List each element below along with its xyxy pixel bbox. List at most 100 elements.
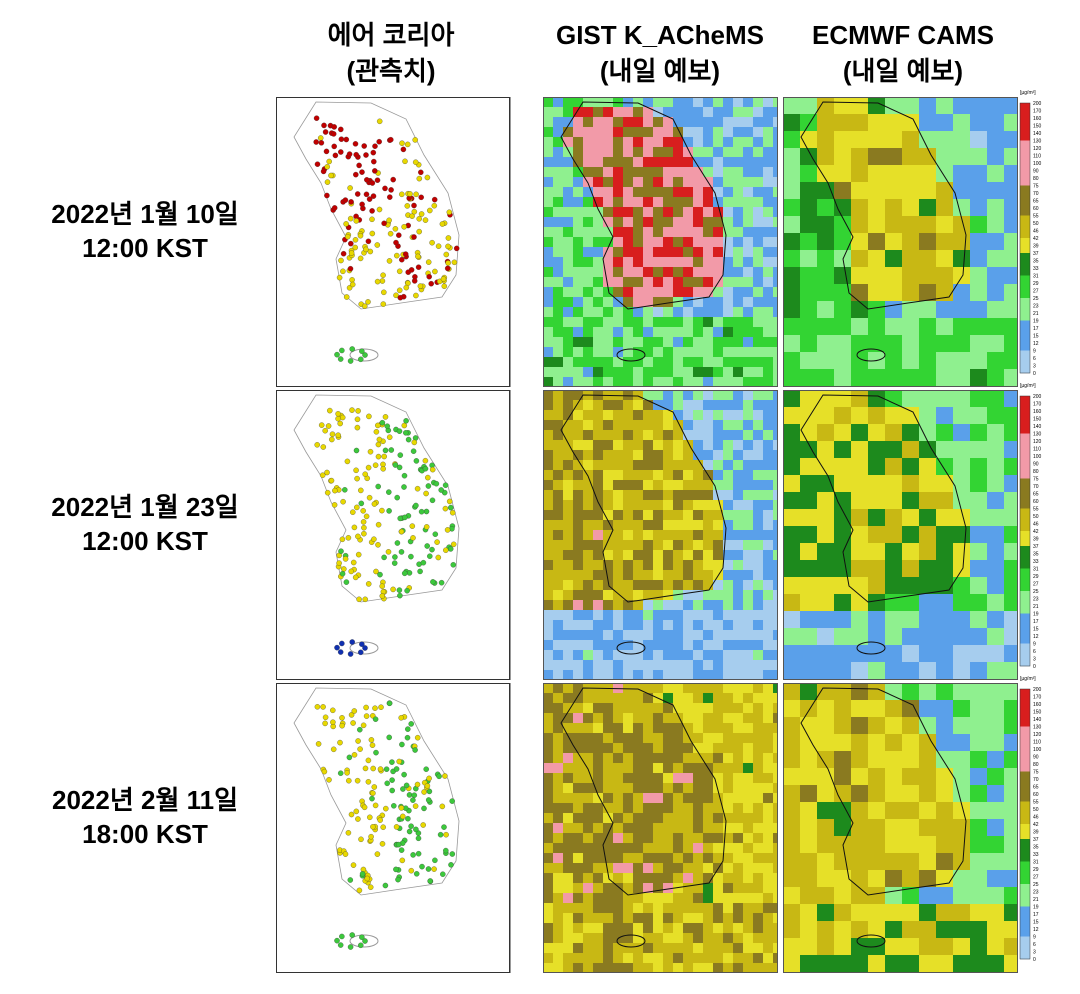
- grid-cell: [723, 953, 734, 964]
- panels: [276, 97, 1018, 973]
- grid-cell: [543, 127, 554, 138]
- grid-cell: [753, 853, 764, 864]
- colorbar-tick: 37: [1033, 251, 1039, 257]
- grid-cell: [563, 430, 574, 441]
- grid-cell: [663, 863, 674, 874]
- grid-cell: [643, 187, 654, 198]
- grid-cell: [783, 785, 801, 803]
- grid-cell: [773, 267, 778, 278]
- grid-cell: [733, 257, 744, 268]
- grid-cell: [733, 187, 744, 198]
- grid-cell: [919, 819, 937, 837]
- grid-cell: [603, 793, 614, 804]
- colorbar-segment: [1020, 839, 1030, 847]
- grid-cell: [613, 570, 624, 581]
- grid-cell: [563, 803, 574, 814]
- grid-cell: [703, 783, 714, 794]
- grid-cell: [753, 400, 764, 411]
- station: [362, 645, 368, 651]
- grid-cell: [1004, 335, 1018, 353]
- grid-cell: [623, 640, 634, 651]
- grid-cell: [800, 628, 818, 646]
- grid-cell: [563, 347, 574, 358]
- grid-cell: [723, 783, 734, 794]
- grid-cell: [593, 823, 604, 834]
- colorbar-segment: [1020, 891, 1030, 900]
- grid-cell: [663, 440, 674, 451]
- grid-cell: [902, 458, 920, 476]
- station: [350, 559, 357, 566]
- grid-cell: [713, 783, 724, 794]
- grid-cell: [753, 107, 764, 118]
- grid-cell: [633, 893, 644, 904]
- grid-cell: [703, 247, 714, 258]
- grid-cell: [902, 369, 920, 387]
- grid-cell: [885, 458, 903, 476]
- grid-cell: [953, 734, 971, 752]
- grid-cell: [653, 903, 664, 914]
- grid-cell: [573, 863, 584, 874]
- station: [443, 547, 449, 553]
- station: [422, 457, 429, 464]
- grid-cell: [673, 903, 684, 914]
- grid-cell: [573, 357, 584, 368]
- column-subtitle: (관측치): [346, 56, 435, 86]
- grid-cell: [713, 883, 724, 894]
- grid-cell: [563, 377, 574, 387]
- grid-cell: [851, 921, 869, 939]
- grid-cell: [573, 460, 584, 471]
- map-panel: [543, 97, 778, 387]
- grid-cell: [753, 933, 764, 944]
- station: [358, 836, 364, 843]
- grid-cell: [683, 97, 694, 108]
- grid-cell: [773, 227, 778, 238]
- grid-cell: [733, 237, 744, 248]
- station: [353, 151, 359, 158]
- grid-cell: [613, 217, 624, 228]
- grid-cell: [970, 475, 988, 493]
- panel-border: [543, 683, 778, 973]
- grid-cell: [936, 853, 954, 871]
- grid-cell: [673, 460, 684, 471]
- station: [362, 352, 368, 358]
- grid-cell: [663, 247, 674, 258]
- grid-cell: [663, 460, 674, 471]
- grid-cell: [1004, 148, 1018, 166]
- station: [426, 273, 432, 280]
- grid-cell: [773, 843, 778, 854]
- station: [417, 283, 424, 289]
- grid-cell: [743, 803, 754, 814]
- station: [448, 862, 454, 868]
- grid-cell: [723, 580, 734, 591]
- grid-cell: [743, 943, 754, 954]
- station: [339, 347, 345, 354]
- grid-cell: [553, 237, 564, 248]
- grid-cell: [713, 347, 724, 358]
- grid-cell: [713, 227, 724, 238]
- grid-cell: [613, 157, 624, 168]
- grid-cell: [763, 147, 774, 158]
- grid-cell: [868, 165, 886, 183]
- grid-cell: [663, 683, 674, 694]
- grid-cell: [936, 233, 954, 251]
- grid-cell: [953, 662, 971, 680]
- grid-cell: [603, 823, 614, 834]
- grid-cell: [987, 645, 1005, 663]
- grid-cell: [723, 560, 734, 571]
- grid-cell: [703, 137, 714, 148]
- station: [353, 218, 360, 224]
- grid-cell: [703, 723, 714, 734]
- grid-cell: [643, 713, 654, 724]
- grid-cell: [834, 785, 852, 803]
- grid-cell: [953, 543, 971, 561]
- grid-cell: [663, 610, 674, 621]
- station: [391, 803, 397, 809]
- station: [367, 884, 374, 890]
- grid-cell: [733, 500, 744, 511]
- station: [435, 554, 442, 561]
- grid-cell: [902, 441, 920, 459]
- grid-cell: [834, 407, 852, 425]
- station: [332, 152, 339, 159]
- grid-cell: [573, 307, 584, 318]
- grid-cell: [733, 590, 744, 601]
